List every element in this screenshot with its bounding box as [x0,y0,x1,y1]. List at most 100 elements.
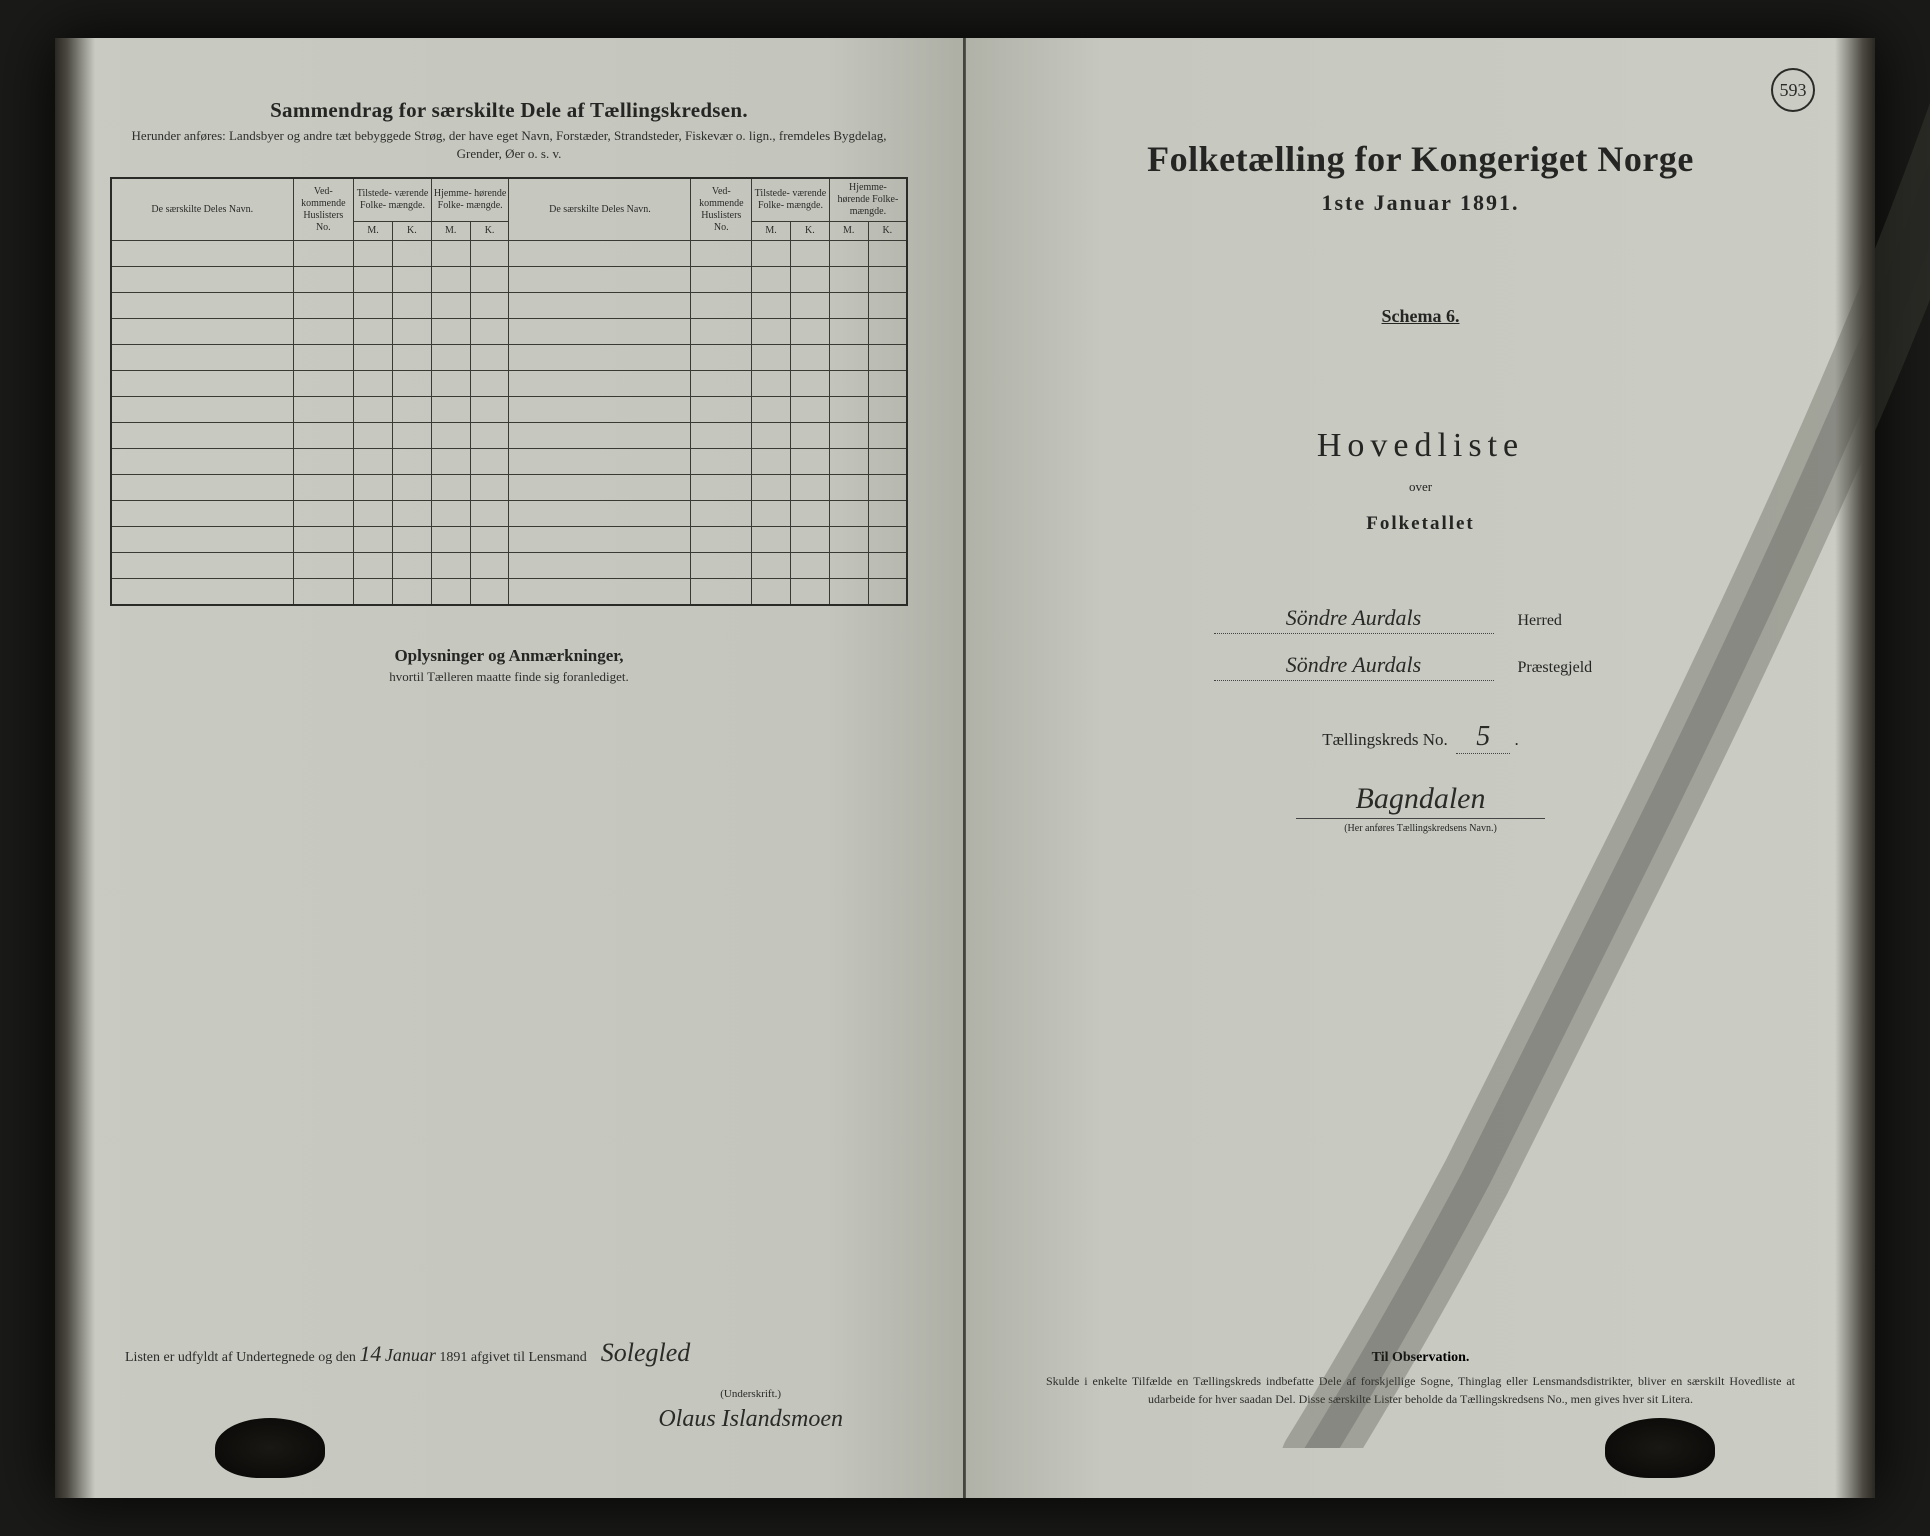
table-cell [293,579,354,605]
table-cell [354,475,393,501]
table-cell [354,553,393,579]
table-cell [509,371,691,397]
table-cell [470,267,509,293]
right-binding-edge [1835,38,1875,1498]
table-cell [868,423,907,449]
table-cell [392,475,431,501]
table-cell [470,345,509,371]
table-cell [868,553,907,579]
table-cell [392,501,431,527]
table-cell [392,449,431,475]
col-name-2: De særskilte Deles Navn. [509,178,691,241]
table-cell [431,397,470,423]
table-cell [354,319,393,345]
date-year: 1891 [439,1350,467,1365]
table-cell [392,371,431,397]
kreds-prefix: Tællingskreds No. [1322,730,1448,749]
table-cell [868,397,907,423]
table-cell [790,267,829,293]
completion-middle: afgivet til Lensmand [471,1350,587,1365]
table-cell [868,319,907,345]
table-cell [829,501,868,527]
table-cell [752,423,791,449]
table-row [111,553,907,579]
table-cell [431,553,470,579]
table-cell [790,423,829,449]
table-cell [392,423,431,449]
table-cell [868,293,907,319]
table-cell [691,579,752,605]
table-row [111,267,907,293]
table-cell [752,241,791,267]
col-tilstede-1: Tilstede- værende Folke- mængde. [354,178,432,222]
table-cell [691,397,752,423]
table-cell [829,267,868,293]
table-cell [790,579,829,605]
table-cell [752,579,791,605]
table-cell [392,527,431,553]
herred-label: Herred [1518,612,1628,630]
table-cell [790,371,829,397]
table-cell [691,241,752,267]
table-cell [868,371,907,397]
col-k: K. [790,222,829,241]
table-cell [470,501,509,527]
table-cell [509,423,691,449]
col-k: K. [392,222,431,241]
table-cell [509,553,691,579]
col-hjemme-2: Hjemme- hørende Folke- mængde. [829,178,907,222]
table-cell [509,293,691,319]
table-cell [111,293,293,319]
table-cell [509,579,691,605]
table-cell [431,293,470,319]
table-cell [431,527,470,553]
date-day-handwritten: 14 [359,1341,381,1367]
table-cell [829,371,868,397]
table-cell [470,449,509,475]
table-cell [354,579,393,605]
table-cell [790,449,829,475]
signature-label: (Underskrift.) [658,1388,843,1400]
table-cell [354,267,393,293]
table-cell [752,553,791,579]
table-cell [470,241,509,267]
table-cell [431,267,470,293]
table-cell [470,293,509,319]
table-cell [691,423,752,449]
table-cell [868,449,907,475]
table-cell [392,267,431,293]
date-month-handwritten: Januar [385,1345,436,1366]
table-cell [691,553,752,579]
table-row [111,449,907,475]
table-cell [752,527,791,553]
table-cell [509,319,691,345]
table-cell [431,423,470,449]
table-cell [752,449,791,475]
table-cell [354,423,393,449]
table-cell [111,345,293,371]
table-cell [509,345,691,371]
left-page: Sammendrag for særskilte Dele af Tælling… [55,38,965,1498]
table-cell [691,319,752,345]
book-spread: Sammendrag for særskilte Dele af Tælling… [55,38,1875,1498]
table-cell [752,345,791,371]
table-cell [470,371,509,397]
table-cell [691,267,752,293]
completion-line: Listen er udfyldt af Undertegnede og den… [125,1338,893,1368]
table-cell [293,475,354,501]
table-cell [829,293,868,319]
left-header: Sammendrag for særskilte Dele af Tælling… [110,98,908,163]
signature-block: (Underskrift.) Olaus Islandsmoen [658,1388,843,1433]
table-cell [509,267,691,293]
jurisdiction-fields: Söndre Aurdals Herred Söndre Aurdals Præ… [1021,605,1820,834]
table-cell [509,241,691,267]
col-m: M. [354,222,393,241]
table-cell [829,319,868,345]
table-cell [111,553,293,579]
binding-clip-left [215,1418,325,1478]
table-cell [354,345,393,371]
page-number-stamp: 593 [1771,68,1815,112]
table-cell [431,241,470,267]
praestegjeld-value-handwritten: Söndre Aurdals [1214,652,1494,681]
col-huslister-2: Ved- kommende Huslisters No. [691,178,752,241]
